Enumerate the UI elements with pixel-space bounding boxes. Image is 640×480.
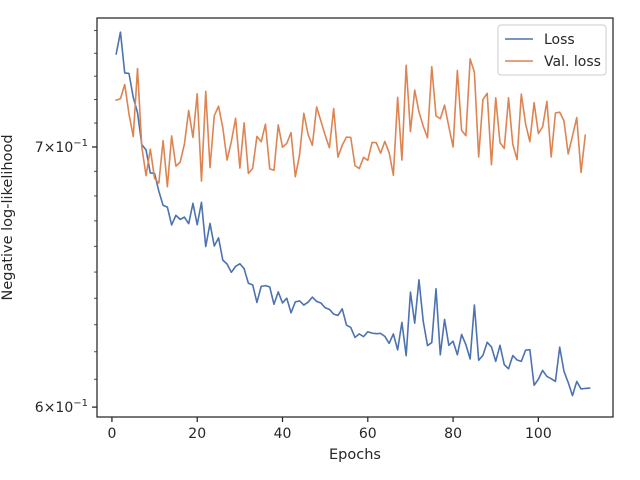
legend-label: Val. loss: [544, 54, 601, 70]
x-tick-label: 40: [274, 426, 292, 442]
series-layer: [115, 31, 591, 397]
x-tick-label: 60: [359, 426, 377, 442]
series-line-val-loss: [115, 58, 587, 188]
x-tick-label: 100: [525, 426, 552, 442]
legend: Loss Val. loss: [497, 24, 607, 76]
x-tick-label: 80: [444, 426, 462, 442]
series-line-loss: [115, 31, 591, 397]
x-axis-label: Epochs: [329, 447, 381, 463]
legend-box: [497, 24, 607, 76]
x-tick-label: 20: [188, 426, 206, 442]
x-axis: 0 20 40 60 80 100: [107, 417, 552, 442]
y-tick-label: 6×10−1: [35, 398, 88, 416]
axes-frame: [96, 17, 614, 418]
y-axis-label: Negative log-likelihood: [0, 134, 16, 300]
y-tick-label: 7×10−1: [35, 138, 88, 156]
x-tick-label: 0: [107, 426, 116, 442]
plot-area: [96, 17, 614, 418]
y-axis: 7×10−1 6×10−1: [35, 30, 97, 416]
legend-label: Loss: [544, 32, 575, 48]
